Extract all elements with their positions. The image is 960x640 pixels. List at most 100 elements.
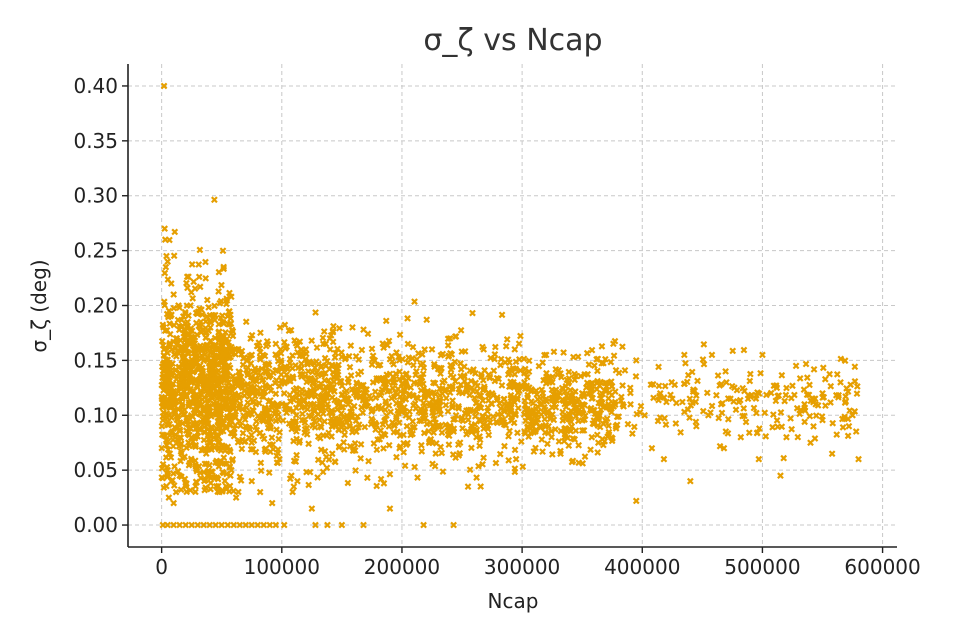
- data-point: [469, 309, 476, 317]
- data-point: [851, 377, 859, 385]
- data-point: [376, 361, 384, 369]
- data-point: [812, 412, 820, 420]
- data-point: [361, 423, 369, 431]
- data-point: [380, 479, 388, 487]
- data-point: [435, 408, 443, 415]
- data-point: [319, 334, 327, 342]
- data-point: [188, 521, 196, 529]
- data-point: [742, 418, 750, 426]
- data-point: [242, 318, 250, 326]
- data-point: [694, 377, 701, 385]
- data-point: [216, 400, 224, 408]
- data-point: [185, 431, 193, 439]
- data-point: [801, 418, 809, 426]
- data-point: [494, 411, 502, 418]
- data-point: [276, 455, 283, 463]
- data-point: [244, 399, 252, 406]
- data-point: [165, 412, 173, 420]
- data-point: [728, 382, 736, 390]
- data-point: [837, 378, 844, 386]
- data-point: [740, 405, 748, 412]
- data-point: [389, 379, 397, 387]
- data-point: [833, 431, 841, 438]
- data-point: [733, 386, 741, 394]
- data-point: [661, 414, 668, 422]
- data-point: [276, 324, 284, 331]
- data-point: [451, 378, 459, 385]
- data-point: [234, 438, 242, 446]
- data-point: [299, 370, 307, 378]
- data-point: [699, 356, 707, 363]
- data-point: [448, 351, 456, 358]
- data-point: [466, 391, 474, 399]
- data-point: [177, 457, 184, 465]
- data-point: [568, 393, 575, 400]
- data-point: [620, 403, 627, 410]
- data-point: [490, 367, 498, 375]
- data-point: [566, 411, 574, 419]
- data-point: [308, 505, 316, 512]
- data-point: [476, 442, 483, 450]
- data-point: [419, 360, 427, 367]
- data-point: [807, 439, 814, 447]
- data-point: [163, 326, 171, 334]
- data-point: [767, 389, 775, 397]
- data-point: [578, 389, 586, 397]
- data-point: [281, 321, 289, 329]
- data-point: [550, 348, 558, 356]
- data-point: [500, 406, 508, 414]
- data-point: [203, 472, 211, 480]
- data-point: [278, 400, 286, 408]
- y-tick-label: 0.35: [73, 129, 118, 153]
- data-point: [194, 521, 202, 529]
- data-point: [296, 396, 303, 404]
- data-point: [220, 333, 227, 341]
- data-point: [496, 400, 503, 407]
- data-point: [232, 346, 240, 353]
- data-point: [569, 457, 577, 465]
- chart-title: σ_ζ vs Ncap: [423, 23, 602, 58]
- data-point: [307, 374, 315, 382]
- data-point: [327, 418, 335, 425]
- data-point: [519, 463, 527, 471]
- data-point: [163, 441, 171, 449]
- data-point: [218, 281, 225, 289]
- data-point: [609, 434, 616, 442]
- data-point: [755, 425, 763, 432]
- data-point: [507, 409, 515, 417]
- data-point: [533, 391, 541, 398]
- data-point: [418, 378, 426, 385]
- data-point: [420, 521, 427, 529]
- data-point: [184, 439, 192, 446]
- data-point: [170, 351, 178, 358]
- data-point: [615, 369, 623, 377]
- data-point: [191, 285, 199, 292]
- data-point: [161, 225, 169, 233]
- data-point: [452, 411, 460, 419]
- data-point: [321, 447, 329, 455]
- data-point: [228, 457, 236, 465]
- data-point: [216, 299, 224, 307]
- data-point: [203, 460, 211, 468]
- data-point: [571, 435, 579, 443]
- data-point: [535, 362, 543, 370]
- data-point: [579, 410, 587, 418]
- data-point: [208, 393, 216, 400]
- data-point: [455, 402, 462, 410]
- data-point: [417, 417, 425, 425]
- data-point: [437, 397, 444, 405]
- data-point: [280, 389, 288, 397]
- data-point: [347, 342, 355, 349]
- data-point: [619, 382, 626, 389]
- data-point: [632, 497, 640, 505]
- data-point: [213, 382, 221, 390]
- data-point: [192, 395, 199, 403]
- data-point: [320, 328, 328, 335]
- data-point: [794, 433, 802, 441]
- data-point: [170, 291, 178, 298]
- data-point: [788, 425, 796, 433]
- data-point: [438, 364, 445, 372]
- data-point: [599, 404, 607, 411]
- data-point: [800, 386, 808, 394]
- data-point: [508, 417, 516, 424]
